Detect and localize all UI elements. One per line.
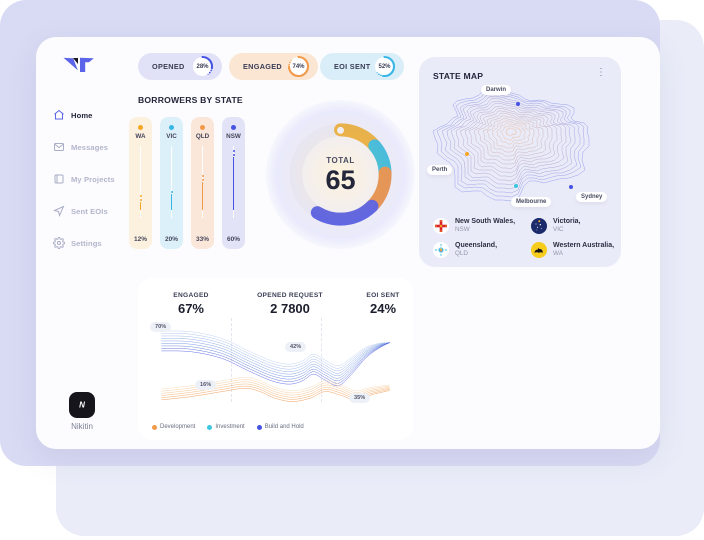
svg-text:N: N — [79, 401, 85, 410]
